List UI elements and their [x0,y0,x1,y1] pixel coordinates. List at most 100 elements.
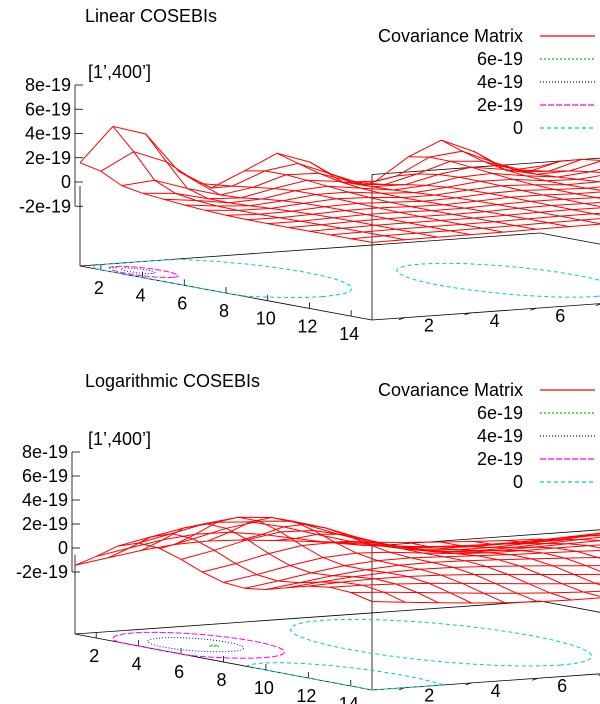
legend-label: 6e-19 [477,403,523,423]
y-tick-label: 2 [424,316,434,336]
floor-edge [539,232,600,245]
x-tick-label: 10 [256,309,276,329]
y-tick [595,303,600,306]
y-tick [465,682,472,686]
legend-label: 2e-19 [477,95,523,115]
z-tick-label: 4e-19 [25,124,71,144]
contour-0 [396,262,600,298]
z-range-label: [1’,400’] [88,62,151,82]
surface-gridline [246,191,600,221]
surface-gridline [440,541,600,549]
z-range-label: [1’,400’] [88,429,151,449]
surface-gridline [408,156,600,199]
contour-0 [92,258,353,299]
x-tick-label: 12 [297,316,317,336]
chart-title: Logarithmic COSEBIs [85,371,260,391]
x-tick-label: 4 [132,654,142,674]
x-tick-label: 4 [136,286,146,306]
surface-gridline [288,201,600,228]
floor-edge [371,303,600,321]
z-tick-label: 0 [61,172,71,192]
floor-edge [539,600,600,613]
chart-title: Linear COSEBIs [85,6,217,26]
surface-gridline [307,540,600,597]
z-tick-label: 8e-19 [22,442,68,462]
z-tick-label: -2e-19 [16,562,68,582]
legend-label: Covariance Matrix [378,26,523,46]
surface-gridline [506,535,600,544]
contour-2e-19 [112,631,286,659]
z-tick-label: 2e-19 [22,514,68,534]
x-tick-label: 14 [339,694,359,704]
y-tick [531,677,539,681]
floor-contours [112,618,593,691]
y-tick-label: 6 [557,676,567,696]
y-tick [530,307,537,311]
y-tick-label: 4 [490,311,500,331]
surface-gridline [371,223,600,243]
x-tick-label: 2 [94,278,104,298]
floor-edge [371,673,600,691]
covariance-surface [79,125,600,243]
contour-0 [246,662,444,691]
y-tick-label: 6 [555,306,565,326]
legend-label: 4e-19 [477,426,523,446]
z-tick-label: 8e-19 [25,75,71,95]
legend-label: 0 [513,118,523,138]
chart-panel-1: Linear COSEBIs [1’,400’] Covariance Matrix… [19,6,600,344]
contour-6e-19 [208,644,220,647]
legend-label: 0 [513,472,523,492]
top-edge [371,157,600,175]
surface-gridline [180,529,600,560]
surface-gridline [309,207,600,232]
z-tick-label: -2e-19 [19,196,71,216]
legend-label: 2e-19 [477,449,523,469]
y-tick-label: 2 [424,686,434,704]
floor-contours [92,258,600,299]
surface-gridline [342,181,600,216]
surface-gridline [330,212,600,236]
z-tick-label: 6e-19 [22,466,68,486]
surface-gridline [79,125,541,189]
surface-gridline [539,532,600,541]
surface-gridline [350,590,600,594]
surface-gridline [267,196,600,225]
x-tick-label: 12 [296,686,316,704]
top-edge [371,529,600,547]
surface-gridline [244,549,600,589]
surface-gridline [308,573,600,587]
chart-panel-2: Logarithmic COSEBIs [1’,400’] Covariance M… [16,371,600,704]
surface-gridline [329,582,600,588]
legend-label: 4e-19 [477,72,523,92]
surface-gridline [375,173,600,208]
x-tick-label: 14 [339,324,359,344]
surface-gridline [265,556,600,590]
x-tick-label: 6 [174,662,184,682]
legend-label: Covariance Matrix [378,380,523,400]
x-tick-label: 10 [254,678,274,698]
x-tick-label: 2 [89,646,99,666]
x-tick-label: 6 [177,293,187,313]
z-tick-label: 2e-19 [25,148,71,168]
y-tick [398,317,405,321]
surface-gridline [351,218,600,240]
surface-gridline [539,158,600,167]
y-tick-label: 4 [491,681,501,701]
surface-gridline [474,151,600,183]
surface-gridline [373,541,600,572]
contour-6e-19 [108,266,118,269]
contour-0 [289,618,593,667]
z-tick-label: 4e-19 [22,490,68,510]
surface-gridline [407,541,600,559]
contour-4e-19 [146,637,245,653]
y-tick [464,312,471,316]
contour-2e-19 [108,265,180,279]
surface-gridline [371,597,600,604]
x-tick-label: 8 [216,670,226,690]
legend-label: 6e-19 [477,49,523,69]
z-tick-label: 0 [58,538,68,558]
surface-gridline [507,170,600,174]
covariance-surface [74,516,600,604]
floor-edge [74,600,541,635]
